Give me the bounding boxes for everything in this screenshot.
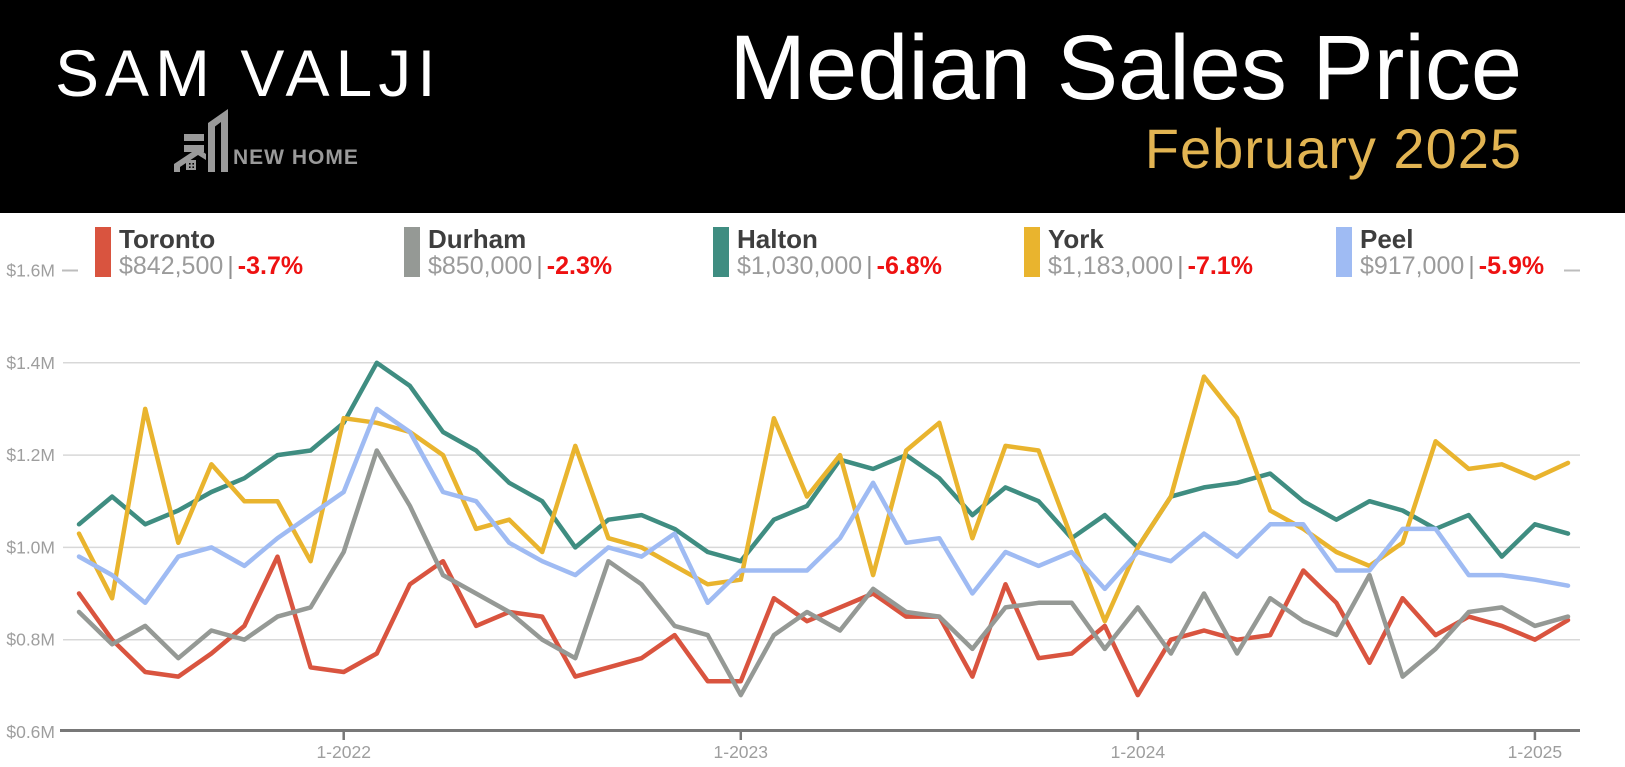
logo-text: NEW HOME [233, 146, 359, 169]
new-home-building-icon [172, 108, 230, 172]
line-toronto [76, 554, 1571, 698]
y-axis-label-$1.0M: $1.0M [6, 537, 55, 557]
line-halton [76, 360, 1571, 564]
x-axis-label-1-2022: 1-2022 [316, 742, 371, 762]
brand-logo: NEW HOME [172, 108, 359, 172]
header-banner: SAM VALJI NEW HOME Median Sales Price Fe… [0, 0, 1625, 213]
page-title: Median Sales Price [729, 17, 1522, 119]
y-axis-label-$1.6M: $1.6M [6, 261, 55, 281]
line-durham [76, 448, 1571, 698]
y-axis-label-$0.8M: $0.8M [6, 630, 55, 650]
x-axis-label-1-2025: 1-2025 [1508, 742, 1563, 762]
line-york [76, 374, 1571, 624]
y-axis-label-$0.6M: $0.6M [6, 722, 55, 742]
y-axis-label-$1.4M: $1.4M [6, 353, 55, 373]
brand-name: SAM VALJI [55, 36, 442, 110]
x-axis-label-1-2024: 1-2024 [1111, 742, 1166, 762]
y-axis-label-$1.2M: $1.2M [6, 445, 55, 465]
page-subtitle: February 2025 [1144, 117, 1522, 180]
x-axis-label-1-2023: 1-2023 [714, 742, 769, 762]
line-peel [76, 406, 1571, 606]
